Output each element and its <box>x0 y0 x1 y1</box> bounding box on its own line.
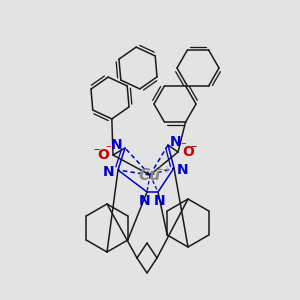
Text: –: – <box>94 143 100 157</box>
Text: N: N <box>103 165 115 179</box>
Text: N: N <box>170 135 182 149</box>
Text: N: N <box>111 138 123 152</box>
Text: O: O <box>182 145 194 159</box>
Text: –: – <box>191 140 197 154</box>
Text: N: N <box>177 163 189 177</box>
Text: –: – <box>180 138 186 148</box>
Text: Cu: Cu <box>139 167 161 182</box>
Text: –: – <box>105 141 111 151</box>
Text: ++: ++ <box>155 165 171 175</box>
Text: N: N <box>154 194 166 208</box>
Text: N: N <box>139 194 151 208</box>
Text: O: O <box>97 148 109 162</box>
